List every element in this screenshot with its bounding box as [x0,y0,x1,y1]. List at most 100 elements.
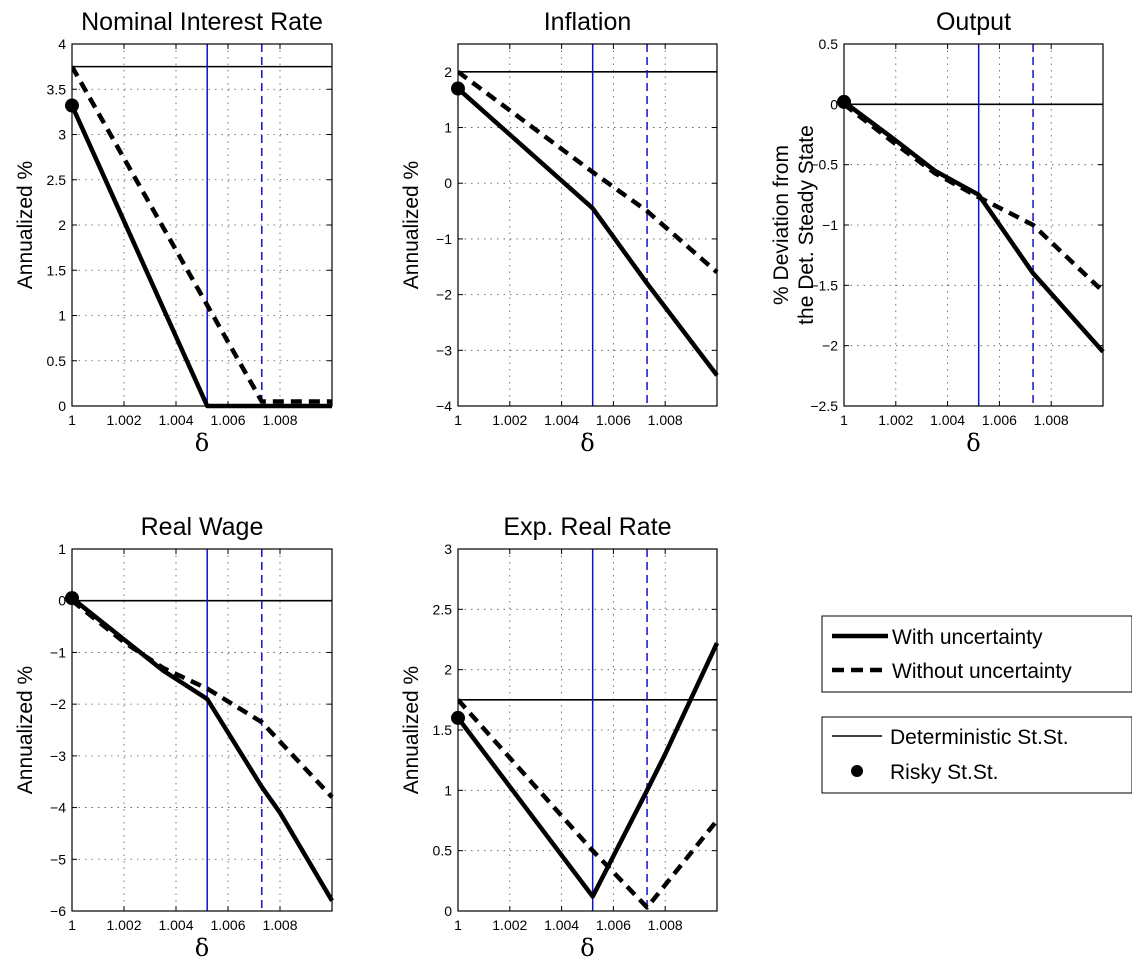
y-axis-label: Annualized % [14,666,37,794]
x-axis-label: δ [966,429,980,457]
x-tick-label: 1 [454,917,462,933]
x-tick-label: 1.008 [262,917,297,933]
legend-risky-dot [851,765,863,777]
y-tick-label: 0 [444,903,452,919]
x-tick-label: 1.008 [648,412,683,428]
legend-steady-states: Deterministic St.St. Risky St.St. [821,716,1132,794]
y-tick-label: −1 [50,644,66,660]
x-tick-label: 1.006 [982,412,1017,428]
y-tick-label: 0 [58,593,66,609]
y-tick-label: 1 [444,782,452,798]
series-with-uncertainty [458,642,719,899]
legend-deterministic-label: Deterministic St.St. [890,726,1069,749]
y-tick-label: −2 [436,287,452,303]
y-tick-label: −1 [822,217,838,233]
series-with-uncertainty [844,100,1105,354]
y-tick-label: −4 [50,800,66,816]
y-tick-label: 0 [830,96,838,112]
x-tick-label: 1.002 [106,917,141,933]
y-tick-label: −1 [436,231,452,247]
panel-2: 1 1.002 1.004 1.006 1.008 −4 −3 −2 −1 0 1 2 Inflatio… [400,8,719,457]
panel-1: 1 1.002 1.004 1.006 1.008 0 0.5 1 1.5 2 2.5 3 3.5 4 No… [14,8,333,457]
y-tick-label: 2 [444,662,452,678]
x-tick-label: 1 [68,412,76,428]
y-tick-label: −2 [50,696,66,712]
x-tick-label: 1 [840,412,848,428]
series-with-uncertainty [458,86,719,377]
x-axis-label: δ [195,429,209,457]
x-tick-label: 1.002 [492,917,527,933]
y-tick-label: 1 [58,541,66,557]
y-tick-label: −0.5 [810,157,838,173]
y-axis-label: Annualized % [400,161,423,289]
x-tick-label: 1.006 [210,917,245,933]
x-tick-label: 1.002 [492,412,527,428]
y-axis-label: the Det. Steady State [795,125,818,325]
x-tick-label: 1 [454,412,462,428]
x-tick-label: 1.004 [158,412,193,428]
series-without-uncertainty [72,65,332,404]
y-tick-label: 2.5 [47,172,67,188]
y-tick-label: 0 [444,175,452,191]
y-axis-label: Annualized % [14,161,37,289]
y-tick-label: −5 [50,851,66,867]
y-tick-label: 1.5 [47,262,67,278]
x-axis-label: δ [580,934,594,962]
panel-title: Inflation [544,8,632,36]
panel-title: Nominal Interest Rate [81,8,323,36]
x-axis-label: δ [580,429,594,457]
axes-box [457,43,718,407]
x-tick-label: 1.004 [544,917,579,933]
panel-title: Real Wage [141,513,264,541]
x-tick-label: 1.006 [596,412,631,428]
y-tick-label: 0.5 [819,36,839,52]
x-tick-label: 1.008 [262,412,297,428]
x-tick-label: 1.008 [1034,412,1069,428]
series-without-uncertainty [844,102,1105,294]
panel-title: Output [936,8,1011,36]
y-axis-label: Annualized % [400,666,423,794]
panels: 1 1.002 1.004 1.006 1.008 0 0.5 1 1.5 2 2.5 3 3.5 4 No… [14,8,1105,962]
y-tick-label: 0.5 [433,843,453,859]
y-tick-label: 2 [444,64,452,80]
panel-title: Exp. Real Rate [503,513,671,541]
y-tick-label: 3 [58,127,66,143]
y-tick-label: 2.5 [433,601,453,617]
panel-3: 1 1.002 1.004 1.006 1.008 −2.5 −2 −1.5 −1 −0.5 0 0.… [770,8,1105,457]
y-tick-label: 3.5 [47,81,67,97]
y-tick-label: 4 [58,36,66,52]
y-tick-label: 1 [444,120,452,136]
y-tick-label: 2 [58,217,66,233]
y-tick-label: −2 [822,338,838,354]
x-tick-label: 1.004 [544,412,579,428]
legend-with-uncertainty-label: With uncertainty [892,626,1043,649]
series-without-uncertainty [458,69,719,274]
axes-box [71,548,333,912]
y-tick-label: −4 [436,398,452,414]
y-tick-label: −3 [436,342,452,358]
y-tick-label: −3 [50,748,66,764]
x-tick-label: 1.006 [596,917,631,933]
x-tick-label: 1 [68,917,76,933]
series-without-uncertainty [72,598,334,799]
series-without-uncertainty [458,698,719,910]
y-tick-label: −2.5 [810,398,838,414]
x-tick-label: 1.004 [158,917,193,933]
y-tick-label: 3 [444,541,452,557]
legend-series: With uncertainty Without uncertainty [821,615,1132,693]
x-tick-label: 1.006 [210,412,245,428]
y-tick-label: −1.5 [810,277,838,293]
x-tick-label: 1.002 [878,412,913,428]
legend-without-uncertainty-label: Without uncertainty [892,660,1072,683]
y-tick-label: 0 [58,398,66,414]
x-tick-label: 1.004 [930,412,965,428]
legend-series-box [821,615,1132,693]
panel-5: 1 1.002 1.004 1.006 1.008 0 0.5 1 1.5 2 2.5 3 Exp. R… [400,513,719,962]
y-tick-label: 1.5 [433,722,453,738]
y-tick-label: 0.5 [47,353,67,369]
y-tick-label: −6 [50,903,66,919]
series-with-uncertainty [72,596,334,902]
legend-steady-box [821,716,1132,794]
x-tick-label: 1.008 [648,917,683,933]
